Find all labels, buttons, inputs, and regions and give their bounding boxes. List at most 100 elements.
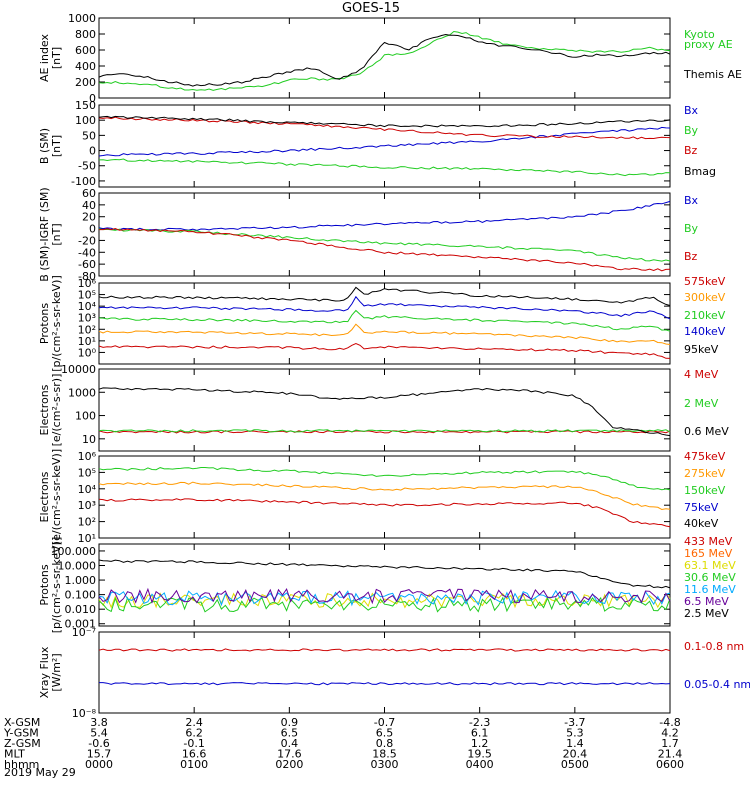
panel-2: -100 -50 0 50 100 150 B (SM) [nT] Bx By Bz Bmag [38,99,716,188]
x-axis-value: 5.4 [90,727,108,740]
x-axis-value: 6.5 [281,727,299,740]
y-tick-label: 1.000 [65,574,97,587]
y-tick-label: -40 [78,246,96,259]
y-axis-label: Protons [38,564,51,605]
legend-entry: 300keV [684,291,726,304]
x-axis-row-label: Z-GSM [4,737,41,750]
y-tick-label: -100 [71,175,96,188]
legend-entry: 75keV [684,501,719,514]
legend-entry: 140keV [684,325,726,338]
y-tick-label: 100.000 [51,545,97,558]
x-axis-value: -4.8 [659,716,680,729]
series-line-kyoto-proxy-ae [98,30,671,91]
legend-entry: Bx [684,194,699,207]
plot-title: GOES-15 [342,1,400,16]
series-line-2-mev [98,429,671,433]
y-tick-label: 10² [78,516,96,529]
y-tick-label: 10⁻⁷ [72,626,96,639]
y-tick-label: 10.000 [58,560,97,573]
y-tick-label: -80 [78,270,96,283]
y-tick-label: 0 [89,92,96,105]
legend-entry: proxy AE [684,38,733,51]
y-axis-label: [e/(cm²-s-sr-keV)] [50,449,63,545]
legend-entry: 0.6 MeV [684,425,729,438]
series-line-bmag [98,115,671,128]
x-axis-value: 0.8 [376,737,394,750]
legend-entry: 6.5 MeV [684,595,729,608]
series-line-themis-ae [98,33,671,87]
x-axis-value: 17.6 [277,748,302,761]
x-axis-value: 15.7 [87,748,112,761]
legend-entry: Bz [684,250,698,263]
legend-entry: 210keV [684,309,726,322]
legend-entry: 2.5 MeV [684,607,729,620]
x-axis-value: 6.2 [185,727,203,740]
series-line-140kev [98,295,671,320]
series-line-300kev [98,323,671,345]
legend-entry: 275keV [684,467,726,480]
series-line-bx [98,126,671,157]
series-line-bz [99,227,671,272]
y-tick-label: 0 [89,223,96,236]
y-tick-label: 10⁴ [78,483,97,496]
x-axis-value: 16.6 [182,748,207,761]
panel-8: 10⁻⁸ 10⁻⁷ Xray Flux [W/m²] 0.1-0.8 nm 0.05-0.… [38,626,750,720]
y-tick-label: 0.100 [65,589,97,602]
x-axis-row-label: X-GSM [4,716,40,729]
y-tick-label: 100 [75,410,96,423]
y-tick-label: 10⁻⁸ [72,707,97,720]
y-axis-label: AE index [38,33,51,82]
y-tick-label: -60 [78,258,96,271]
y-axis-label: [W/m²] [50,653,63,691]
x-axis-value: 4.2 [661,727,679,740]
x-axis-row-label: MLT [4,748,25,761]
y-axis-label: [e/(cm²-s-sr)] [50,374,63,447]
x-axis-value: 3.8 [90,716,108,729]
y-axis-label: [nT] [50,47,63,69]
legend-entry: By [684,124,699,137]
x-axis-value: 5.3 [566,727,584,740]
y-tick-label: 50 [82,129,96,142]
x-axis-value: 1.4 [566,737,584,750]
x-axis-value: 0300 [371,758,399,771]
y-tick-label: 10¹ [78,335,96,348]
legend-entry: Bz [684,144,698,157]
y-axis-label: B (SM)-IGRF (SM) [38,187,51,281]
x-axis-value: 2.4 [185,716,203,729]
y-tick-label: 10⁶ [78,277,97,290]
panel-1: 0 200 400 600 800 1000 AE index [nT] Kyotoproxy … [38,12,742,105]
x-axis-value: 0.9 [281,716,299,729]
y-tick-label: 10³ [78,312,96,325]
legend-entry: 11.6 MeV [684,583,736,596]
x-axis-value: 6.5 [376,727,394,740]
y-tick-label: 10⁴ [78,300,97,313]
legend-entry: 165 MeV [684,547,733,560]
series-line-95kev [98,286,671,306]
y-axis-label: [p/(cm²-s-sr-keV)] [50,537,63,634]
series-line-bx [98,200,671,231]
y-tick-label: 150 [75,99,96,112]
y-tick-label: 40 [82,199,96,212]
series-line-210kev [98,309,671,332]
panel-5: 10 100 1000 10000 Electrons [e/(cm²-s-sr)] 4 M… [38,363,729,452]
y-tick-label: 10 [82,433,96,446]
series-line-2-5-mev [98,559,671,589]
legend-entry: Kyoto [684,28,715,41]
panel-frame [98,17,671,99]
y-tick-label: 400 [75,60,96,73]
y-tick-label: 1000 [68,12,96,25]
y-tick-label: 800 [75,28,96,41]
y-axis-label: Electrons [38,471,51,522]
y-axis-label: Protons [38,303,51,344]
legend-entry: 40keV [684,517,719,530]
y-tick-label: 60 [82,187,96,200]
y-tick-label: 0.001 [65,618,97,631]
x-axis-value: 18.5 [372,748,397,761]
series-line-275kev [98,481,671,511]
y-tick-label: 10² [78,323,96,336]
panel-frame [98,543,671,627]
series-line-575kev [98,343,671,359]
y-axis-label: [p/(cm²-s-sr-keV)] [50,275,63,372]
